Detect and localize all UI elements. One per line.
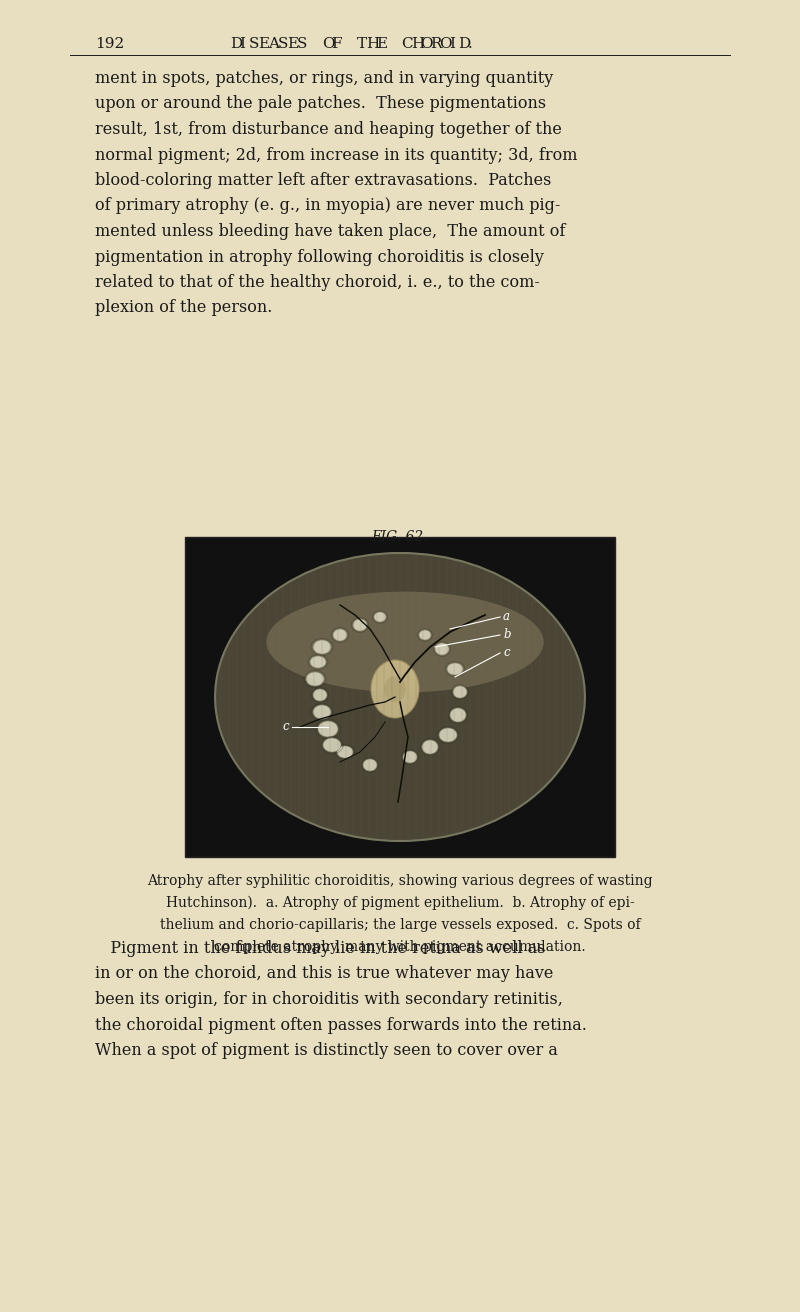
Text: c: c [503,647,510,660]
Text: I: I [449,37,455,51]
Ellipse shape [333,628,347,642]
Text: normal pigment; 2d, from increase in its quantity; 3d, from: normal pigment; 2d, from increase in its… [95,147,578,164]
Bar [185,537,615,857]
Ellipse shape [310,656,326,668]
Text: ment in spots, patches, or rings, and in varying quantity: ment in spots, patches, or rings, and in… [95,70,554,87]
Ellipse shape [215,552,585,841]
Text: When a spot of pigment is distinctly seen to cover over a: When a spot of pigment is distinctly see… [95,1042,558,1059]
Ellipse shape [371,660,419,718]
Text: A: A [268,37,279,51]
Ellipse shape [374,611,386,622]
Text: C: C [402,37,413,51]
Text: related to that of the healthy choroid, i. e., to the com-: related to that of the healthy choroid, … [95,274,540,291]
Text: D: D [458,37,470,51]
Text: the choroidal pigment often passes forwards into the retina.: the choroidal pigment often passes forwa… [95,1017,587,1034]
Text: S: S [249,37,259,51]
Ellipse shape [363,760,377,771]
Text: thelium and chorio-capillaris; the large vessels exposed.  c. Spots of: thelium and chorio-capillaris; the large… [160,918,640,932]
Ellipse shape [313,640,331,653]
Text: O: O [322,37,334,51]
Ellipse shape [353,619,367,631]
Text: plexion of the person.: plexion of the person. [95,299,272,316]
Ellipse shape [318,722,338,737]
Text: F: F [331,37,342,51]
Ellipse shape [450,708,466,722]
Ellipse shape [266,592,544,693]
Text: H: H [366,37,380,51]
Text: a: a [503,610,510,623]
Text: mented unless bleeding have taken place,  The amount of: mented unless bleeding have taken place,… [95,223,566,240]
Text: H: H [411,37,424,51]
Ellipse shape [439,728,457,743]
Text: I: I [239,37,246,51]
Ellipse shape [313,689,327,701]
Text: E: E [258,37,270,51]
Text: R: R [430,37,442,51]
Text: E: E [287,37,298,51]
Text: blood-coloring matter left after extravasations.  Patches: blood-coloring matter left after extrava… [95,172,551,189]
Text: O: O [421,37,433,51]
Text: c: c [282,720,289,733]
Text: D: D [230,37,242,51]
Ellipse shape [337,747,353,758]
Text: upon or around the pale patches.  These pigmentations: upon or around the pale patches. These p… [95,96,546,113]
Ellipse shape [435,643,449,655]
Ellipse shape [403,750,417,764]
Text: T: T [357,37,367,51]
Text: .: . [468,37,473,51]
Ellipse shape [453,686,467,698]
Ellipse shape [384,676,406,702]
Text: Pigment in the fundus may lie in the retina as well as: Pigment in the fundus may lie in the ret… [95,939,546,956]
Text: of primary atrophy (e. g., in myopia) are never much pig-: of primary atrophy (e. g., in myopia) ar… [95,198,560,214]
Ellipse shape [422,740,438,754]
Ellipse shape [419,630,431,640]
Text: E: E [376,37,387,51]
Ellipse shape [447,663,463,674]
Text: complete atrophy, many with pigment accumulation.: complete atrophy, many with pigment accu… [214,939,586,954]
Text: result, 1st, from disturbance and heaping together of the: result, 1st, from disturbance and heapin… [95,121,562,138]
Text: Hutchinson).  a. Atrophy of pigment epithelium.  b. Atrophy of epi-: Hutchinson). a. Atrophy of pigment epith… [166,896,634,911]
Text: pigmentation in atrophy following choroiditis is closely: pigmentation in atrophy following choroi… [95,248,544,265]
Text: FIG. 62.: FIG. 62. [372,530,428,544]
Ellipse shape [323,737,341,752]
Text: S: S [297,37,307,51]
Text: S: S [278,37,288,51]
Text: been its origin, for in choroiditis with secondary retinitis,: been its origin, for in choroiditis with… [95,991,563,1008]
Ellipse shape [306,672,324,686]
Ellipse shape [313,705,331,719]
Text: in or on the choroid, and this is true whatever may have: in or on the choroid, and this is true w… [95,966,554,983]
Text: Atrophy after syphilitic choroiditis, showing various degrees of wasting: Atrophy after syphilitic choroiditis, sh… [147,874,653,888]
Text: b: b [503,628,510,642]
Text: O: O [439,37,452,51]
Text: 192: 192 [95,37,124,51]
